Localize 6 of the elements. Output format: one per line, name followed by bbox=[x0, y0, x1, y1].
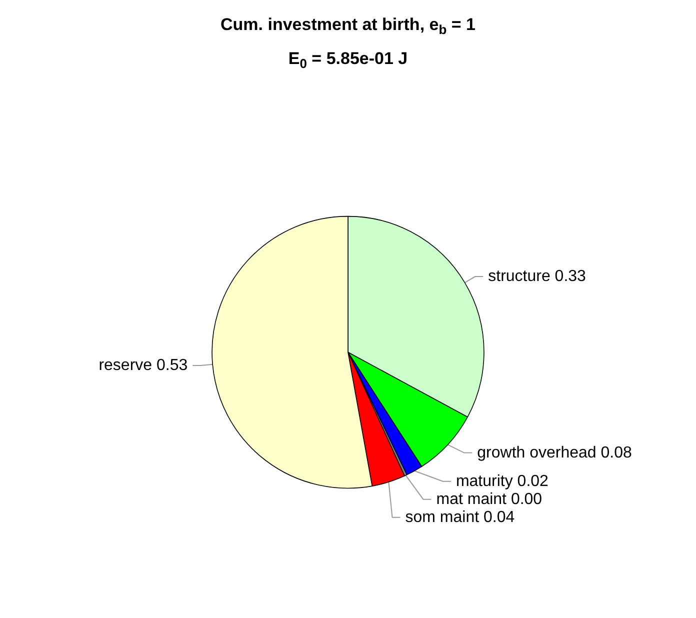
slice-label: maturity 0.02 bbox=[456, 472, 549, 490]
slice-label: reserve 0.53 bbox=[98, 356, 188, 374]
slice-label: structure 0.33 bbox=[488, 268, 586, 286]
slice-label: growth overhead 0.08 bbox=[477, 444, 632, 462]
slice-label: mat maint 0.00 bbox=[436, 490, 542, 508]
slice-label: som maint 0.04 bbox=[405, 508, 515, 526]
